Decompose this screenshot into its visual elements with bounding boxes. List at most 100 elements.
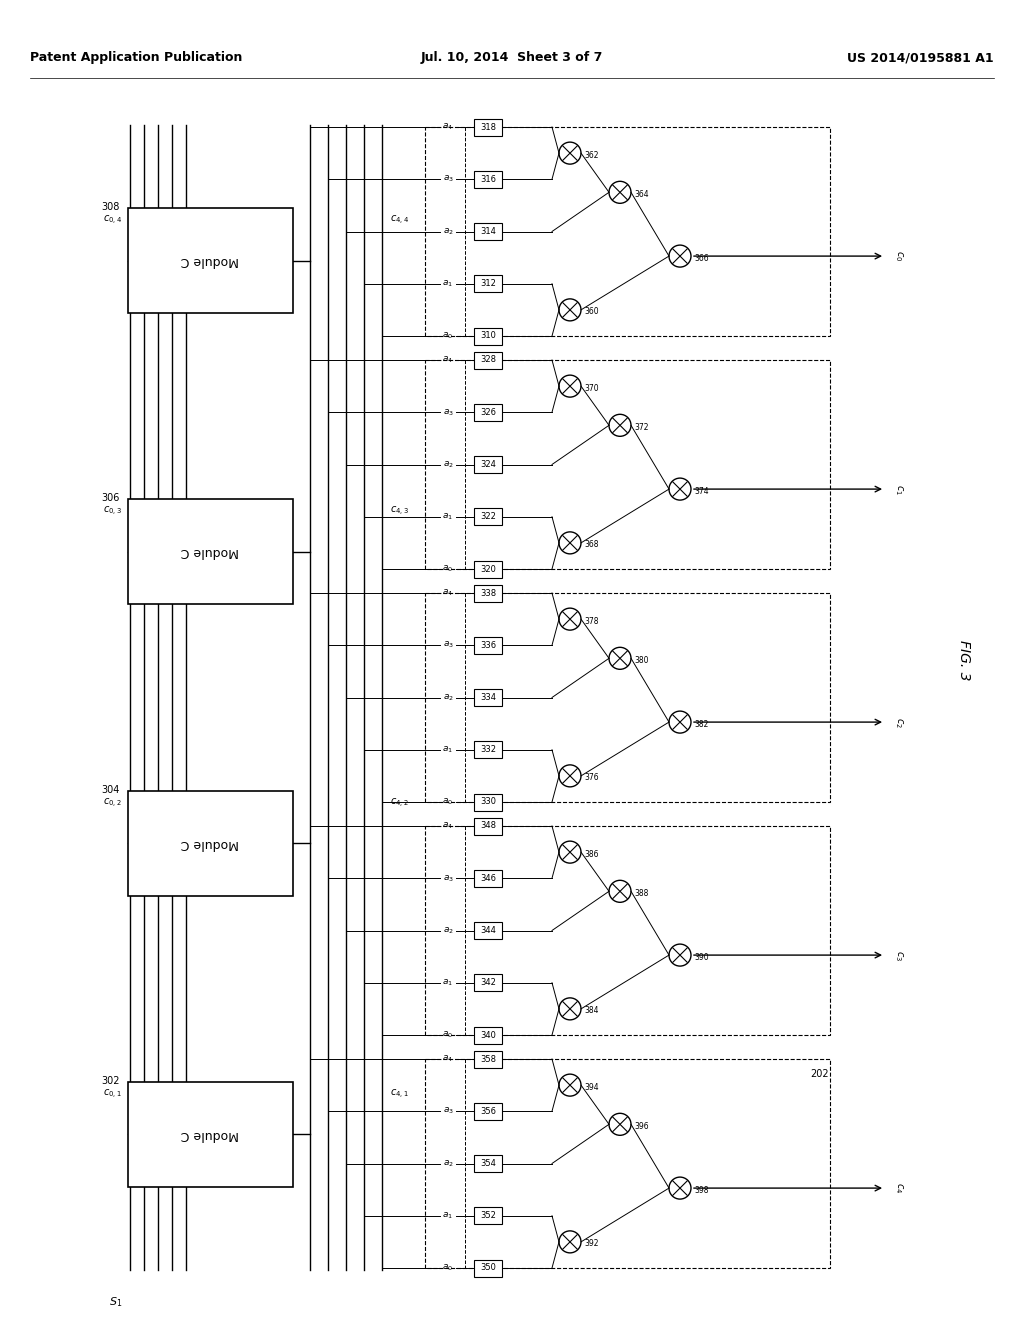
Bar [474, 793, 502, 810]
Text: $a_3$: $a_3$ [442, 1106, 454, 1117]
Text: $c_{4,1}$: $c_{4,1}$ [390, 1088, 409, 1101]
Text: $a_2$: $a_2$ [442, 692, 454, 702]
Text: $a_0$: $a_0$ [442, 331, 454, 342]
Text: 380: 380 [634, 656, 648, 665]
Text: 388: 388 [634, 888, 648, 898]
Text: 376: 376 [584, 774, 599, 783]
Bar [474, 1102, 502, 1119]
Text: 352: 352 [480, 1212, 496, 1220]
Text: $S_1$: $S_1$ [109, 1295, 122, 1309]
Text: 312: 312 [480, 280, 496, 288]
Text: 362: 362 [584, 150, 598, 160]
Text: $a_0$: $a_0$ [442, 1030, 454, 1040]
Text: 390: 390 [694, 953, 709, 961]
Text: 378: 378 [584, 616, 598, 626]
Text: 384: 384 [584, 1006, 598, 1015]
Bar [425, 826, 830, 1035]
Text: $a_2$: $a_2$ [442, 226, 454, 236]
Text: $a_0$: $a_0$ [442, 1263, 454, 1274]
Text: 328: 328 [480, 355, 496, 364]
Bar [474, 636, 502, 653]
Text: $c_{1}$: $c_{1}$ [893, 483, 905, 495]
Text: 354: 354 [480, 1159, 496, 1168]
Text: $a_4$: $a_4$ [442, 355, 454, 366]
Text: $a_1$: $a_1$ [442, 978, 454, 987]
Text: $a_2$: $a_2$ [442, 1158, 454, 1168]
Text: $c_{0,4}$: $c_{0,4}$ [102, 214, 122, 227]
Text: US 2014/0195881 A1: US 2014/0195881 A1 [848, 51, 994, 65]
Text: 314: 314 [480, 227, 496, 236]
Bar [474, 508, 502, 525]
Text: $a_3$: $a_3$ [442, 640, 454, 651]
Text: 398: 398 [694, 1185, 709, 1195]
Text: $a_1$: $a_1$ [442, 744, 454, 755]
Bar [128, 209, 293, 313]
Text: $c_{4}$: $c_{4}$ [893, 1183, 905, 1193]
Text: 308: 308 [101, 202, 120, 213]
Text: 366: 366 [694, 253, 709, 263]
Text: $c_{4,4}$: $c_{4,4}$ [390, 214, 410, 227]
Text: 330: 330 [480, 797, 496, 807]
Text: 382: 382 [694, 719, 709, 729]
Text: Patent Application Publication: Patent Application Publication [30, 51, 243, 65]
Text: $a_1$: $a_1$ [442, 279, 454, 289]
Text: 368: 368 [584, 540, 598, 549]
Bar [474, 327, 502, 345]
Bar [474, 585, 502, 602]
Text: $a_4$: $a_4$ [442, 121, 454, 132]
Text: FIG. 3: FIG. 3 [957, 640, 971, 680]
Bar [425, 593, 830, 803]
Bar [474, 689, 502, 706]
Bar [474, 742, 502, 758]
Text: Module C: Module C [181, 255, 240, 267]
Bar [474, 455, 502, 473]
Text: 348: 348 [480, 821, 496, 830]
Bar [474, 223, 502, 240]
Text: 332: 332 [480, 746, 496, 754]
Text: 350: 350 [480, 1263, 496, 1272]
Bar [128, 791, 293, 896]
Bar [128, 499, 293, 605]
Text: $c_{0,1}$: $c_{0,1}$ [103, 1088, 122, 1101]
Bar [474, 351, 502, 368]
Text: 394: 394 [584, 1082, 599, 1092]
Bar [425, 1059, 830, 1269]
Text: $a_2$: $a_2$ [442, 925, 454, 936]
Text: 302: 302 [101, 1076, 120, 1086]
Bar [474, 817, 502, 834]
Bar [474, 404, 502, 421]
Text: $c_{0,2}$: $c_{0,2}$ [103, 796, 122, 809]
Text: $c_{4,3}$: $c_{4,3}$ [390, 506, 409, 519]
Text: Module C: Module C [181, 837, 240, 850]
Bar [474, 1027, 502, 1044]
Text: 306: 306 [101, 494, 120, 503]
Text: $a_2$: $a_2$ [442, 459, 454, 470]
Text: 356: 356 [480, 1106, 496, 1115]
Text: 360: 360 [584, 308, 599, 317]
Bar [474, 974, 502, 991]
Text: $a_4$: $a_4$ [442, 821, 454, 832]
Bar [474, 1051, 502, 1068]
Text: 324: 324 [480, 459, 496, 469]
Text: 372: 372 [634, 422, 648, 432]
Text: 334: 334 [480, 693, 496, 702]
Bar [474, 170, 502, 187]
Text: 202: 202 [811, 1069, 829, 1078]
Text: $a_3$: $a_3$ [442, 407, 454, 417]
Text: $c_{2}$: $c_{2}$ [893, 717, 905, 727]
Text: 392: 392 [584, 1239, 598, 1249]
Text: $a_1$: $a_1$ [442, 511, 454, 521]
Text: Module C: Module C [181, 1127, 240, 1140]
Text: $a_3$: $a_3$ [442, 873, 454, 883]
Text: 358: 358 [480, 1055, 496, 1064]
Text: 338: 338 [480, 589, 496, 598]
Text: 344: 344 [480, 927, 496, 935]
Text: 340: 340 [480, 1031, 496, 1040]
Text: 346: 346 [480, 874, 496, 883]
Bar [474, 921, 502, 939]
Text: Jul. 10, 2014  Sheet 3 of 7: Jul. 10, 2014 Sheet 3 of 7 [421, 51, 603, 65]
Bar [474, 119, 502, 136]
Text: 374: 374 [694, 487, 709, 495]
Text: 322: 322 [480, 512, 496, 521]
Text: 396: 396 [634, 1122, 648, 1131]
